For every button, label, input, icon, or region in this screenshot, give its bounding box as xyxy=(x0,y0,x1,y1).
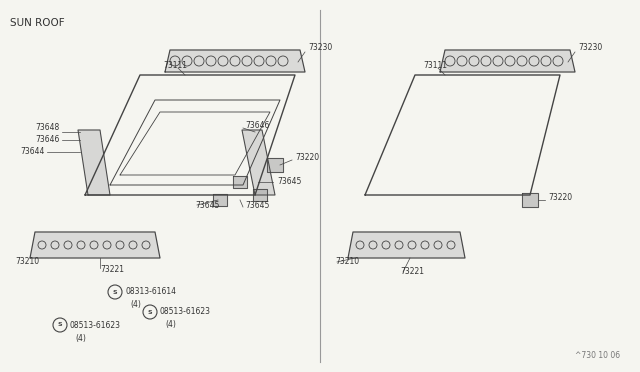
Text: 73220: 73220 xyxy=(548,193,572,202)
Text: 73230: 73230 xyxy=(308,44,332,52)
Text: 73221: 73221 xyxy=(400,267,424,276)
Text: SUN ROOF: SUN ROOF xyxy=(10,18,65,28)
Text: (4): (4) xyxy=(75,334,86,343)
Polygon shape xyxy=(267,158,283,172)
Text: (4): (4) xyxy=(130,301,141,310)
Text: 08513-61623: 08513-61623 xyxy=(160,308,211,317)
Polygon shape xyxy=(522,193,538,207)
Text: 73645: 73645 xyxy=(277,177,301,186)
Text: S: S xyxy=(113,289,117,295)
Polygon shape xyxy=(78,130,110,195)
Text: S: S xyxy=(58,323,62,327)
Text: 73645: 73645 xyxy=(245,201,269,209)
Text: 73210: 73210 xyxy=(335,257,359,266)
Polygon shape xyxy=(440,50,575,72)
Text: (4): (4) xyxy=(165,321,176,330)
Text: 73220: 73220 xyxy=(295,154,319,163)
Text: 08313-61614: 08313-61614 xyxy=(125,288,176,296)
Text: S: S xyxy=(148,310,152,314)
Text: 73221: 73221 xyxy=(100,266,124,275)
Text: 73648: 73648 xyxy=(36,124,60,132)
Text: 73646: 73646 xyxy=(36,135,60,144)
Polygon shape xyxy=(213,194,227,206)
Text: 73210: 73210 xyxy=(15,257,39,266)
Text: 73111: 73111 xyxy=(163,61,187,70)
Text: 73645: 73645 xyxy=(195,201,220,209)
Polygon shape xyxy=(253,189,267,201)
Text: 73644: 73644 xyxy=(20,148,45,157)
Polygon shape xyxy=(165,50,305,72)
Text: ^730 10 06: ^730 10 06 xyxy=(575,350,620,359)
Text: 73111: 73111 xyxy=(423,61,447,70)
Polygon shape xyxy=(242,130,275,195)
Polygon shape xyxy=(30,232,160,258)
Text: 73230: 73230 xyxy=(578,44,602,52)
Text: 73646: 73646 xyxy=(245,121,269,129)
Text: 08513-61623: 08513-61623 xyxy=(70,321,121,330)
Polygon shape xyxy=(348,232,465,258)
Polygon shape xyxy=(233,176,247,188)
